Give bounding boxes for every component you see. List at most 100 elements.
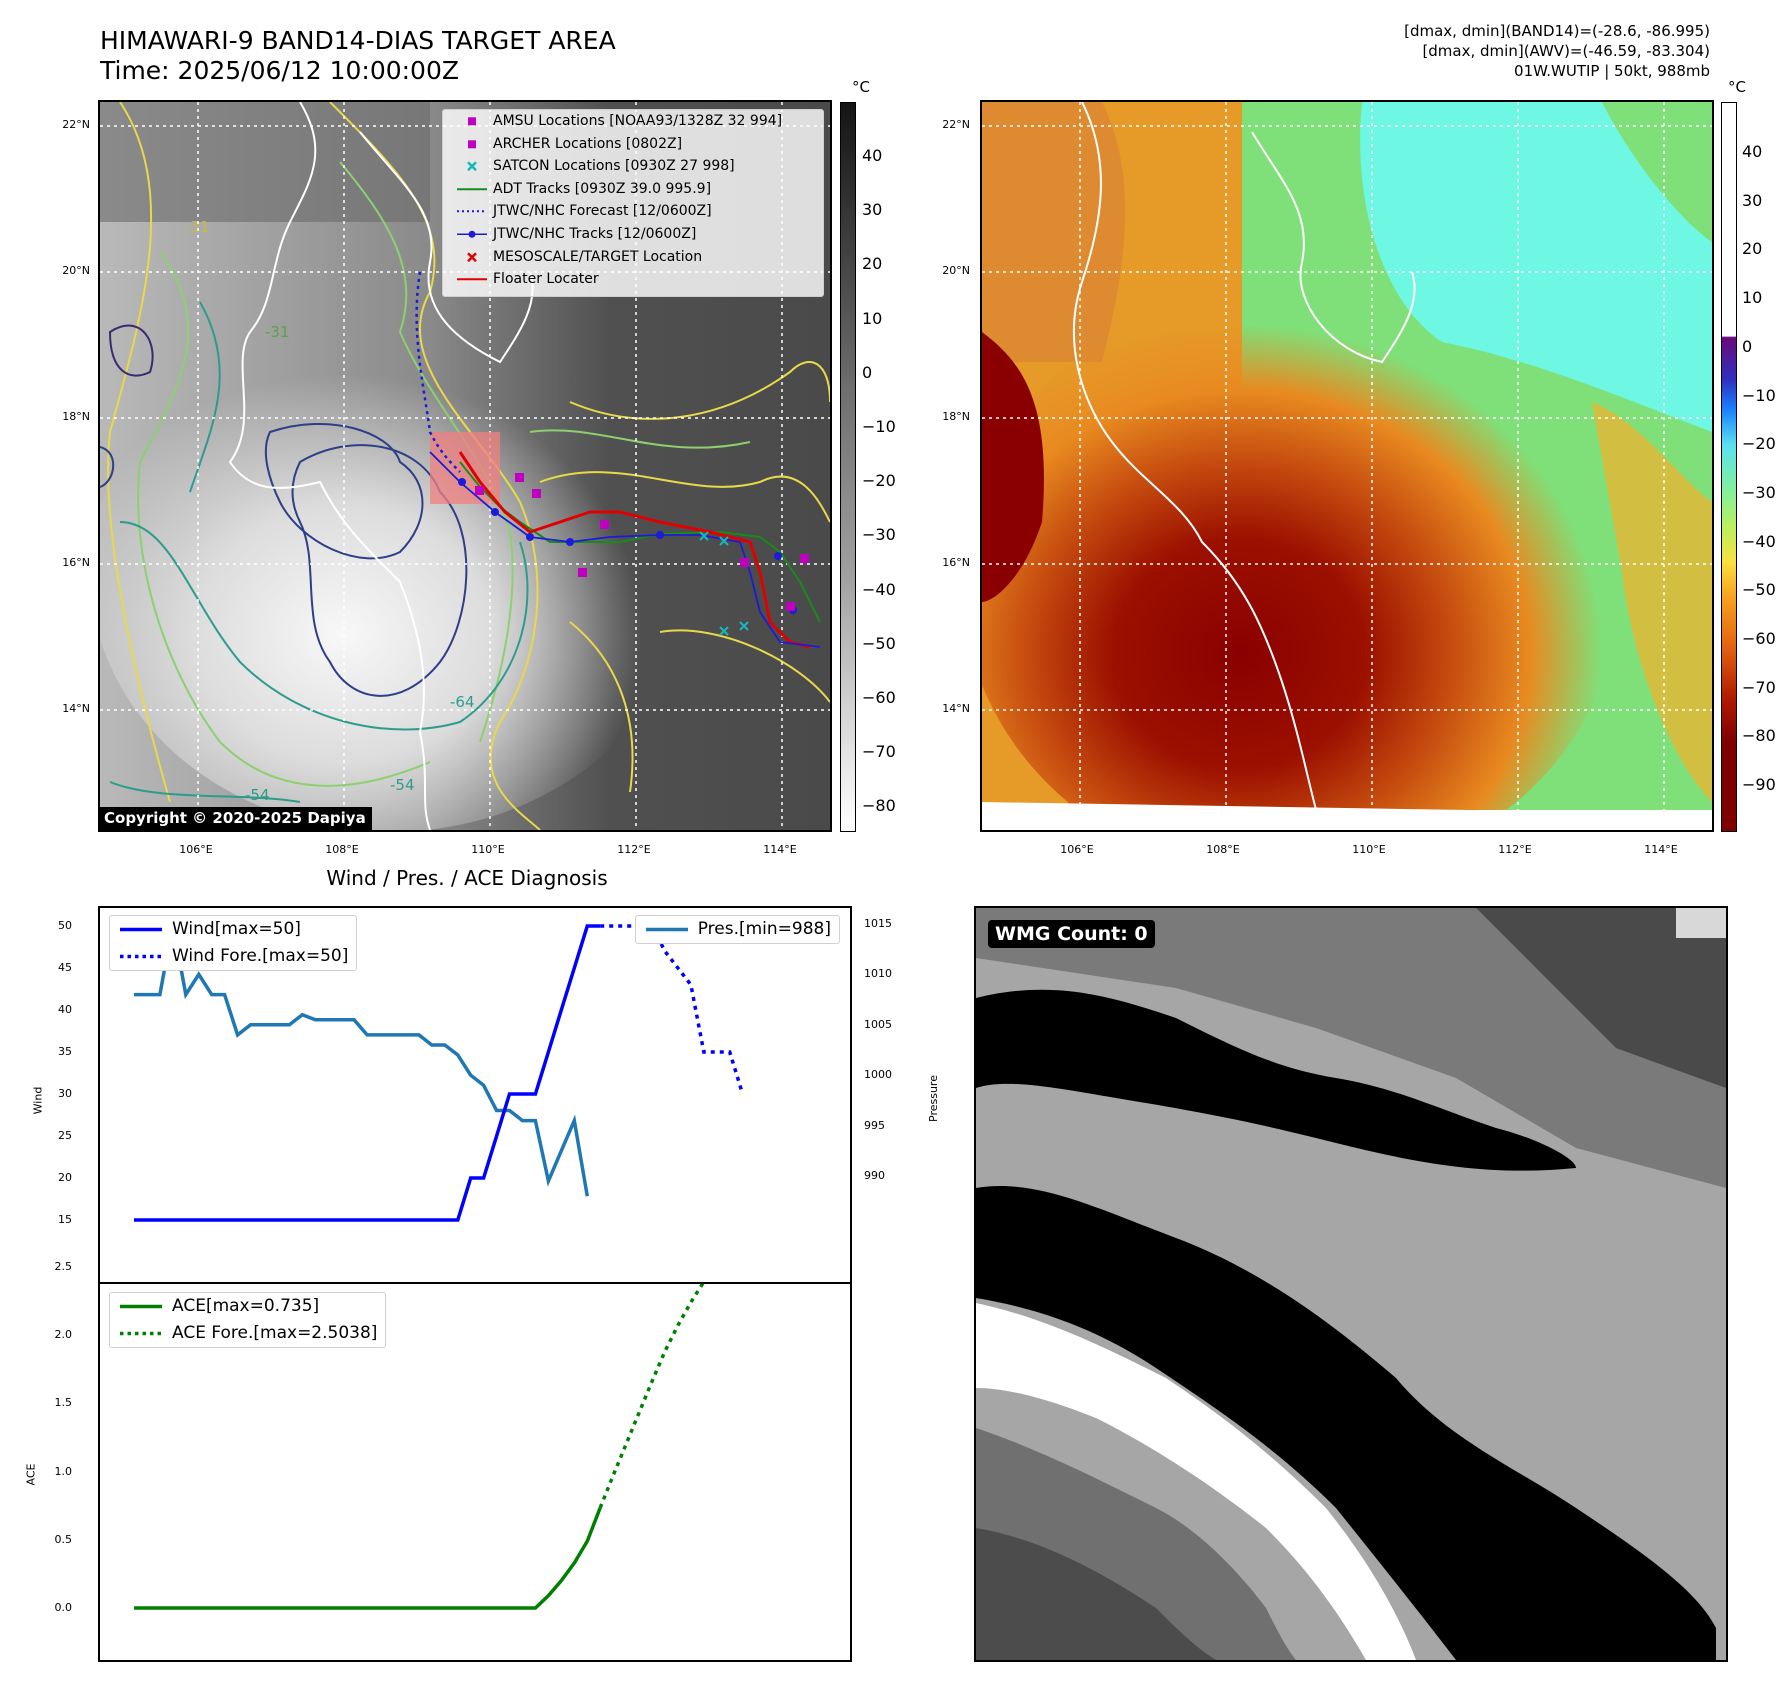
lat-tick: 22°N — [62, 118, 90, 131]
axis-tick: 0.5 — [54, 1532, 73, 1546]
line-marker-icon — [120, 927, 162, 932]
axis-tick: 25 — [58, 1129, 72, 1142]
line-marker-icon — [457, 278, 487, 281]
axis-tick: 995 — [864, 1118, 885, 1132]
wmg-count-label: WMG Count: 0 — [988, 920, 1155, 948]
ace-line — [134, 1507, 602, 1610]
colorbar-tick: −80 — [1742, 726, 1776, 746]
wind-line — [134, 924, 601, 1222]
axis-tick: 990 — [864, 1169, 885, 1182]
dotted-line-icon — [457, 210, 487, 213]
axis-tick: 15 — [58, 1213, 72, 1226]
pressure-line — [134, 923, 590, 1197]
colorbar-tick: −80 — [862, 796, 896, 816]
legend-item: Pres.[min=988] — [636, 916, 839, 943]
colorbar-tick: −70 — [1742, 677, 1776, 697]
axis-tick: 2.0 — [54, 1328, 73, 1341]
line-marker-icon — [457, 188, 487, 191]
axis-tick: 35 — [58, 1045, 72, 1058]
colorbar-unit: °C — [852, 78, 870, 96]
lon-tick: 110°E — [471, 843, 505, 856]
square-marker-icon — [468, 117, 476, 126]
colorbar-tick: −50 — [1742, 580, 1776, 600]
colorbar-tick: −60 — [862, 688, 896, 707]
colorbar-tick: −20 — [862, 471, 896, 491]
colorbar-tick: −30 — [862, 525, 896, 545]
colorbar-tick: 20 — [862, 254, 883, 274]
legend-item: ACE[max=0.735] — [110, 1293, 385, 1320]
ir-colorbar — [840, 102, 856, 832]
legend-item: MESOSCALE/TARGET Location — [443, 246, 823, 269]
contour-label: -54 — [390, 776, 415, 794]
axis-tick: 1005 — [864, 1017, 892, 1031]
info-storm: 01W.WUTIP | 50kt, 988mb — [1514, 62, 1710, 80]
lat-tick: 14°N — [942, 702, 970, 715]
colorbar-tick: −40 — [862, 579, 896, 599]
colorbar-tick: −50 — [862, 633, 896, 653]
lat-tick: 20°N — [942, 264, 970, 277]
wind-pressure-panel: Wind[max=50] Wind Fore.[max=50] Pres.[mi… — [98, 906, 852, 1284]
lon-tick: 110°E — [1352, 843, 1386, 856]
lon-tick: 114°E — [763, 843, 797, 856]
ace-forecast-line — [598, 1264, 743, 1509]
axis-tick: 1015 — [864, 917, 892, 930]
line-marker-icon — [645, 927, 688, 932]
axis-tick: 30 — [58, 1087, 72, 1100]
line-dot-marker-icon — [457, 230, 487, 238]
colorbar-tick: 0 — [1742, 336, 1753, 356]
wind-legend: Wind[max=50] Wind Fore.[max=50] — [109, 915, 358, 971]
lon-tick: 112°E — [1498, 843, 1532, 856]
info-awv: [dmax, dmin](AWV)=(-46.59, -83.304) — [1422, 42, 1710, 60]
legend-item: AMSU Locations [NOAA93/1328Z 32 994] — [443, 110, 823, 133]
colorbar-unit: °C — [1728, 78, 1746, 96]
legend-item: SATCON Locations [0930Z 27 998] — [443, 155, 823, 178]
colorbar-tick: −10 — [862, 417, 896, 436]
ir-map-panel: -31 -31 -64 -54 -54 — [98, 100, 832, 832]
lat-tick: 22°N — [942, 118, 970, 131]
wmg-image — [976, 908, 1726, 1660]
axis-tick: 50 — [58, 919, 72, 932]
diagnosis-title: Wind / Pres. / ACE Diagnosis — [326, 866, 608, 890]
copyright-label: Copyright © 2020-2025 Dapiya — [100, 807, 372, 830]
line-marker-icon — [120, 1304, 162, 1309]
lat-tick: 14°N — [62, 702, 90, 715]
lon-tick: 112°E — [617, 843, 651, 856]
legend-item: Wind Fore.[max=50] — [110, 943, 356, 970]
colorbar-tick: 30 — [862, 200, 883, 220]
pressure-axis-label: Pressure — [926, 1075, 940, 1122]
axis-tick: 20 — [58, 1171, 72, 1184]
pressure-legend: Pres.[min=988] — [634, 915, 840, 944]
colorbar-tick: −60 — [1742, 629, 1776, 648]
axis-tick: 1.5 — [54, 1396, 73, 1410]
colorbar-tick: 30 — [1742, 190, 1763, 210]
awv-colorbar — [1721, 102, 1737, 832]
contour-label: -31 — [265, 323, 290, 341]
axis-tick: 45 — [58, 961, 72, 974]
axis-tick: 1000 — [864, 1068, 892, 1082]
dotted-line-icon — [120, 1331, 162, 1336]
axis-tick: 1010 — [864, 967, 892, 981]
axis-tick: 1.0 — [54, 1464, 73, 1478]
lat-tick: 18°N — [62, 410, 90, 423]
colorbar-tick: 10 — [862, 308, 883, 328]
lon-tick: 106°E — [179, 843, 213, 856]
contour-label: -64 — [450, 693, 475, 711]
square-marker-icon — [468, 139, 476, 148]
ir-legend: AMSU Locations [NOAA93/1328Z 32 994] ARC… — [442, 109, 824, 297]
colorbar-tick: −20 — [1742, 434, 1776, 454]
lon-tick: 106°E — [1060, 843, 1094, 856]
axis-tick: 40 — [58, 1003, 72, 1016]
axis-tick: 0.0 — [54, 1601, 73, 1614]
awv-map-image — [982, 102, 1712, 830]
x-marker-icon — [467, 161, 477, 172]
legend-item: Floater Locater — [443, 268, 823, 291]
lat-tick: 16°N — [62, 556, 90, 569]
lon-tick: 108°E — [325, 843, 359, 856]
lat-tick: 16°N — [942, 556, 970, 569]
colorbar-tick: 40 — [1742, 142, 1763, 161]
awv-map-panel — [980, 100, 1714, 832]
lon-tick: 114°E — [1644, 843, 1678, 856]
info-band14: [dmax, dmin](BAND14)=(-28.6, -86.995) — [1404, 22, 1710, 40]
x-marker-icon — [467, 251, 477, 262]
contour-label: -31 — [185, 218, 210, 236]
